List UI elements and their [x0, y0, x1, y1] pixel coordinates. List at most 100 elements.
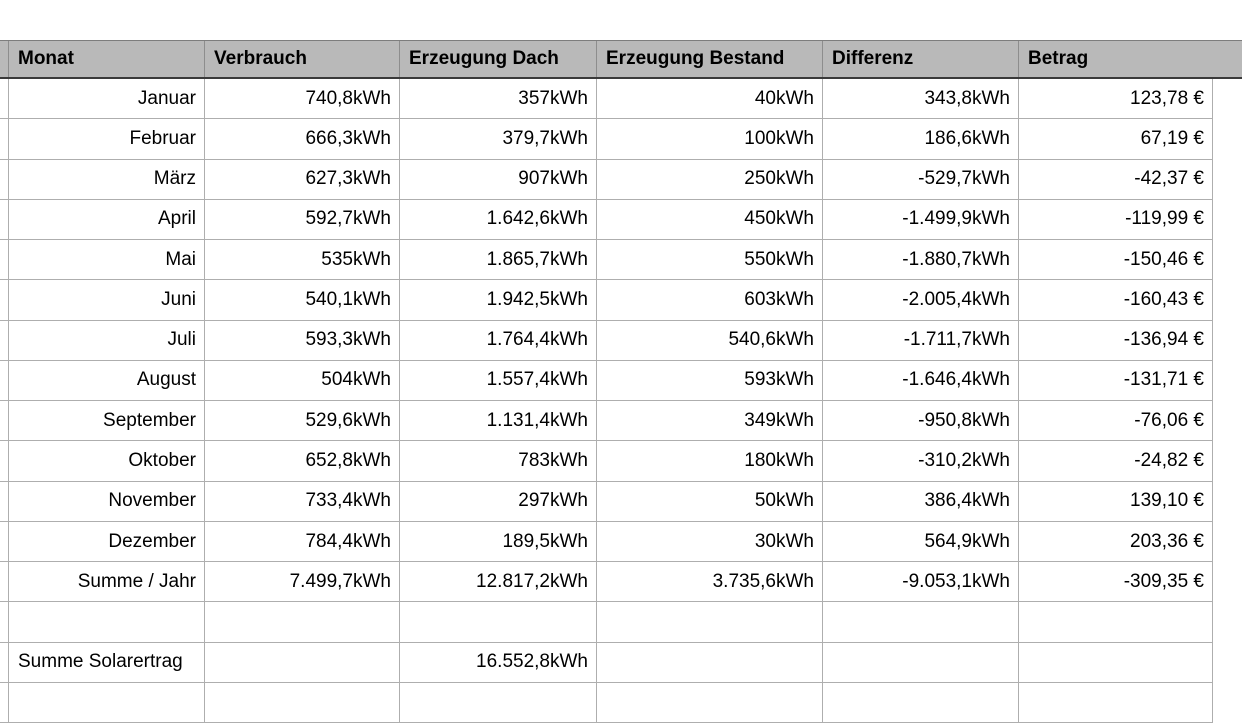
- cell-monat[interactable]: Oktober: [9, 441, 205, 481]
- cell-differenz[interactable]: -1.499,9kWh: [823, 199, 1019, 240]
- cell-erzeugung-bestand[interactable]: 180kWh: [597, 441, 823, 481]
- column-header-differenz[interactable]: Differenz: [823, 41, 1019, 77]
- cell-verbrauch[interactable]: 529,6kWh: [205, 401, 400, 441]
- cell-monat[interactable]: August: [9, 360, 205, 401]
- cell-differenz[interactable]: [823, 682, 1019, 723]
- cell-monat[interactable]: [9, 682, 205, 723]
- cell-differenz[interactable]: -9.053,1kWh: [823, 562, 1019, 602]
- cell-betrag[interactable]: -160,43 €: [1019, 280, 1213, 320]
- cell-monat[interactable]: März: [9, 159, 205, 199]
- column-header-monat[interactable]: Monat: [9, 41, 205, 77]
- column-header-betrag[interactable]: Betrag: [1028, 48, 1089, 69]
- cell-differenz[interactable]: -1.646,4kWh: [823, 360, 1019, 401]
- row-gutter-cell[interactable]: [0, 642, 9, 682]
- cell-differenz[interactable]: 186,6kWh: [823, 119, 1019, 159]
- cell-betrag[interactable]: -309,35 €: [1019, 562, 1213, 602]
- cell-erzeugung-bestand[interactable]: 3.735,6kWh: [597, 562, 823, 602]
- row-gutter-cell[interactable]: [0, 280, 9, 320]
- row-gutter-cell[interactable]: [0, 320, 9, 360]
- cell-monat[interactable]: April: [9, 199, 205, 240]
- cell-betrag[interactable]: 139,10 €: [1019, 481, 1213, 521]
- cell-differenz[interactable]: -950,8kWh: [823, 401, 1019, 441]
- cell-verbrauch[interactable]: 7.499,7kWh: [205, 562, 400, 602]
- cell-erzeugung-dach[interactable]: 783kWh: [400, 441, 597, 481]
- cell-verbrauch[interactable]: 593,3kWh: [205, 320, 400, 360]
- row-gutter-cell[interactable]: [0, 159, 9, 199]
- cell-differenz[interactable]: -2.005,4kWh: [823, 280, 1019, 320]
- cell-betrag[interactable]: -24,82 €: [1019, 441, 1213, 481]
- cell-monat[interactable]: Januar: [9, 79, 205, 119]
- cell-betrag[interactable]: [1019, 602, 1213, 642]
- cell-erzeugung-bestand[interactable]: [597, 642, 823, 682]
- cell-differenz[interactable]: 386,4kWh: [823, 481, 1019, 521]
- cell-erzeugung-dach[interactable]: [400, 682, 597, 723]
- cell-erzeugung-dach[interactable]: 907kWh: [400, 159, 597, 199]
- cell-erzeugung-dach[interactable]: 12.817,2kWh: [400, 562, 597, 602]
- cell-erzeugung-dach[interactable]: 357kWh: [400, 79, 597, 119]
- cell-monat[interactable]: Summe / Jahr: [9, 562, 205, 602]
- cell-verbrauch[interactable]: 784,4kWh: [205, 521, 400, 562]
- cell-monat[interactable]: [9, 602, 205, 642]
- cell-erzeugung-bestand[interactable]: 450kWh: [597, 199, 823, 240]
- row-gutter-cell[interactable]: [0, 441, 9, 481]
- cell-monat[interactable]: Juli: [9, 320, 205, 360]
- cell-verbrauch[interactable]: 733,4kWh: [205, 481, 400, 521]
- cell-monat[interactable]: Summe Solarertrag: [9, 642, 205, 682]
- row-gutter-cell[interactable]: [0, 79, 9, 119]
- cell-verbrauch[interactable]: 627,3kWh: [205, 159, 400, 199]
- row-gutter-cell[interactable]: [0, 682, 9, 723]
- row-gutter-cell[interactable]: [0, 240, 9, 280]
- cell-erzeugung-dach[interactable]: [400, 602, 597, 642]
- cell-differenz[interactable]: 343,8kWh: [823, 79, 1019, 119]
- cell-erzeugung-dach[interactable]: 297kWh: [400, 481, 597, 521]
- cell-verbrauch[interactable]: 504kWh: [205, 360, 400, 401]
- column-header-erzeugung-bestand[interactable]: Erzeugung Bestand: [597, 41, 823, 77]
- cell-erzeugung-bestand[interactable]: 603kWh: [597, 280, 823, 320]
- row-gutter-cell[interactable]: [0, 401, 9, 441]
- column-header-erzeugung-dach[interactable]: Erzeugung Dach: [400, 41, 597, 77]
- row-gutter-cell[interactable]: [0, 199, 9, 240]
- header-gutter-cell[interactable]: [0, 41, 9, 77]
- cell-erzeugung-bestand[interactable]: [597, 682, 823, 723]
- cell-verbrauch[interactable]: 540,1kWh: [205, 280, 400, 320]
- cell-erzeugung-dach[interactable]: 16.552,8kWh: [400, 642, 597, 682]
- cell-betrag[interactable]: -150,46 €: [1019, 240, 1213, 280]
- cell-erzeugung-bestand[interactable]: 40kWh: [597, 79, 823, 119]
- cell-verbrauch[interactable]: 666,3kWh: [205, 119, 400, 159]
- cell-betrag[interactable]: [1019, 682, 1213, 723]
- cell-betrag[interactable]: -119,99 €: [1019, 199, 1213, 240]
- cell-verbrauch[interactable]: 535kWh: [205, 240, 400, 280]
- cell-erzeugung-dach[interactable]: 1.557,4kWh: [400, 360, 597, 401]
- cell-monat[interactable]: Juni: [9, 280, 205, 320]
- cell-betrag[interactable]: 203,36 €: [1019, 521, 1213, 562]
- cell-differenz[interactable]: -310,2kWh: [823, 441, 1019, 481]
- cell-erzeugung-dach[interactable]: 1.764,4kWh: [400, 320, 597, 360]
- cell-erzeugung-bestand[interactable]: 550kWh: [597, 240, 823, 280]
- cell-erzeugung-dach[interactable]: 189,5kWh: [400, 521, 597, 562]
- row-gutter-cell[interactable]: [0, 521, 9, 562]
- row-gutter-cell[interactable]: [0, 360, 9, 401]
- cell-verbrauch[interactable]: 740,8kWh: [205, 79, 400, 119]
- cell-erzeugung-dach[interactable]: 1.131,4kWh: [400, 401, 597, 441]
- cell-monat[interactable]: Februar: [9, 119, 205, 159]
- cell-verbrauch[interactable]: 592,7kWh: [205, 199, 400, 240]
- cell-betrag[interactable]: 123,78 €: [1019, 79, 1213, 119]
- cell-erzeugung-bestand[interactable]: 540,6kWh: [597, 320, 823, 360]
- cell-monat[interactable]: November: [9, 481, 205, 521]
- row-gutter-cell[interactable]: [0, 602, 9, 642]
- cell-betrag[interactable]: -76,06 €: [1019, 401, 1213, 441]
- cell-erzeugung-dach[interactable]: 1.865,7kWh: [400, 240, 597, 280]
- cell-monat[interactable]: Mai: [9, 240, 205, 280]
- cell-differenz[interactable]: [823, 642, 1019, 682]
- cell-betrag[interactable]: 67,19 €: [1019, 119, 1213, 159]
- row-gutter-cell[interactable]: [0, 562, 9, 602]
- cell-differenz[interactable]: -529,7kWh: [823, 159, 1019, 199]
- cell-verbrauch[interactable]: [205, 642, 400, 682]
- cell-erzeugung-dach[interactable]: 379,7kWh: [400, 119, 597, 159]
- column-header-verbrauch[interactable]: Verbrauch: [205, 41, 400, 77]
- row-gutter-cell[interactable]: [0, 481, 9, 521]
- cell-differenz[interactable]: -1.880,7kWh: [823, 240, 1019, 280]
- cell-betrag[interactable]: -136,94 €: [1019, 320, 1213, 360]
- cell-verbrauch[interactable]: [205, 682, 400, 723]
- cell-monat[interactable]: September: [9, 401, 205, 441]
